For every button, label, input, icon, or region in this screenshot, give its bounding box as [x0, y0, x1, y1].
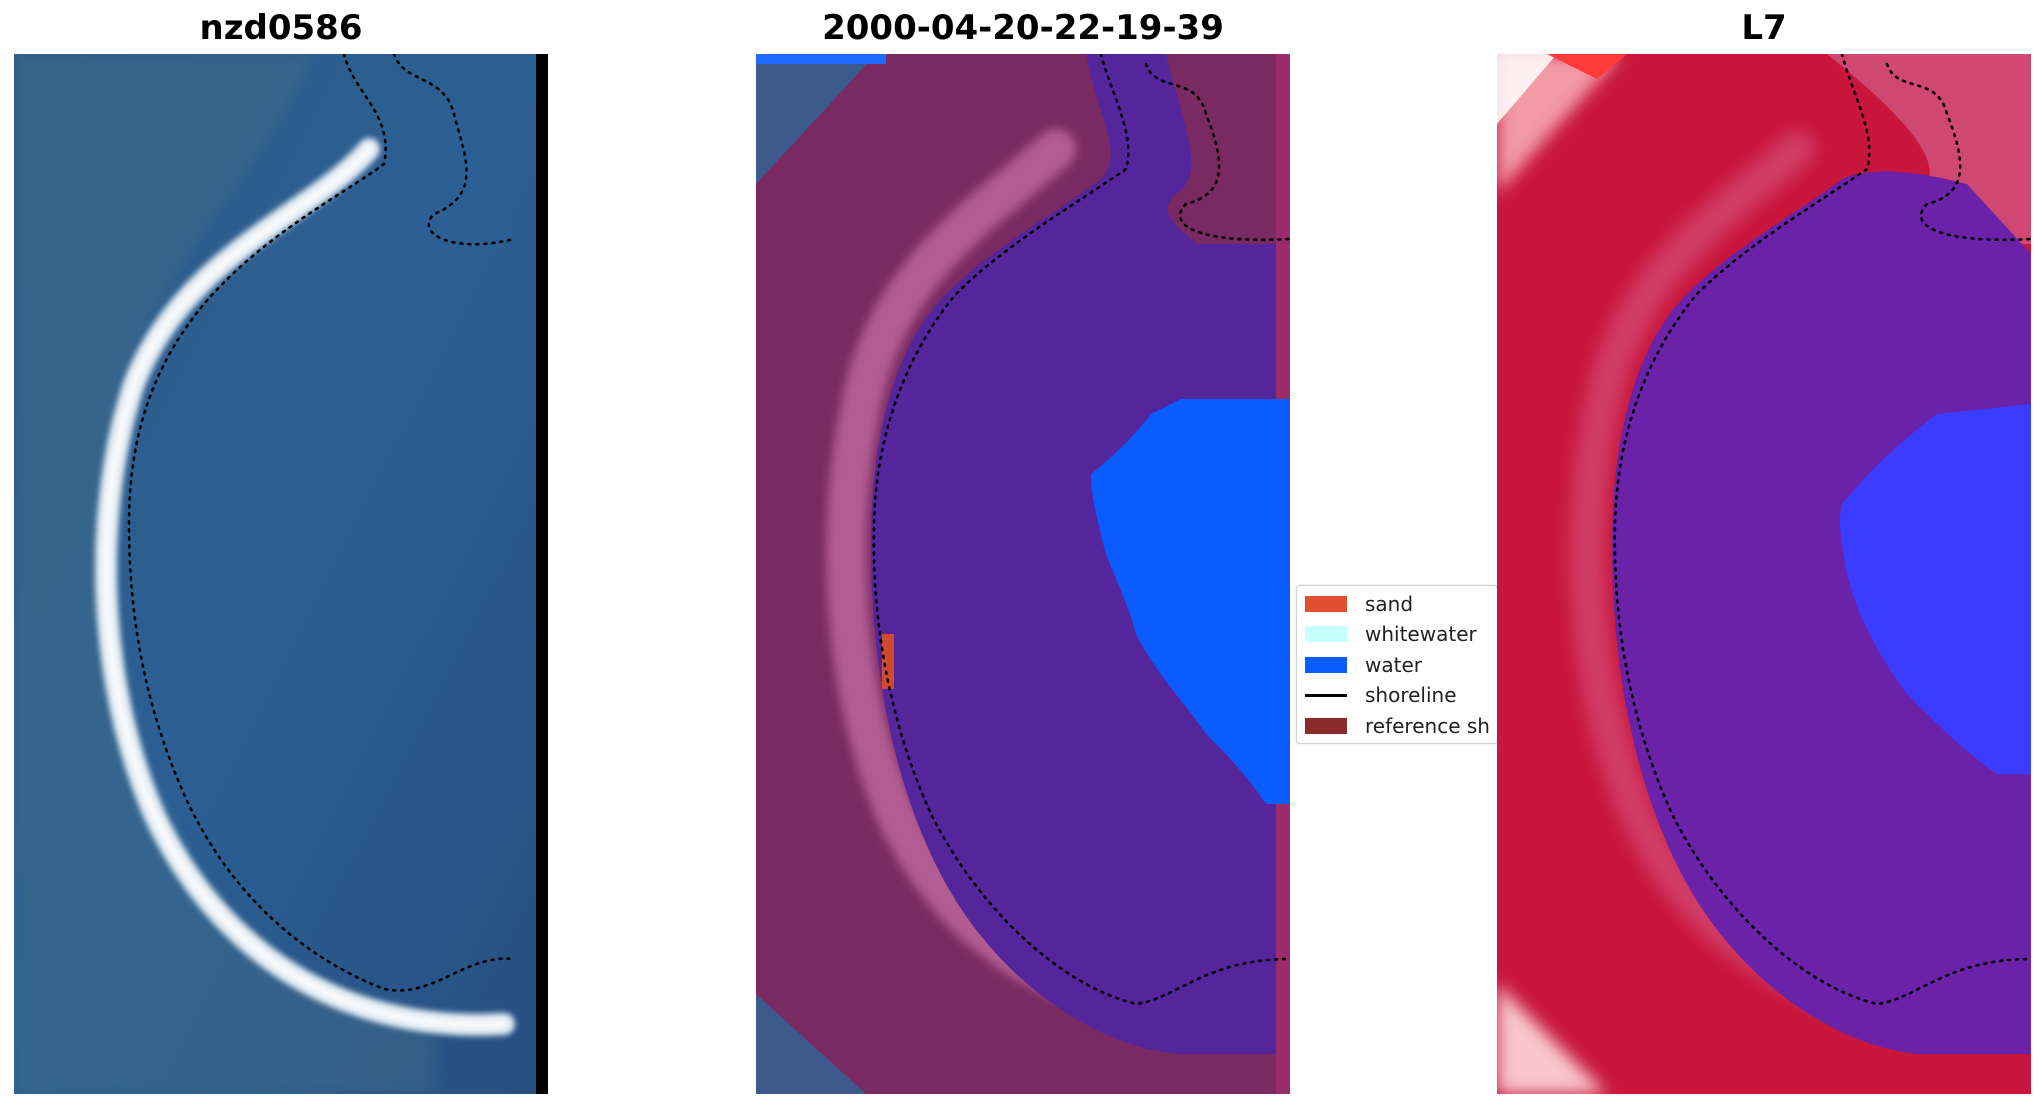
legend-label: water: [1365, 653, 1422, 677]
legend-item-sand: sand: [1305, 592, 1413, 616]
classification-panel: [756, 54, 1290, 1094]
legend-item-shoreline: shoreline: [1305, 683, 1457, 707]
left-panel-title: nzd0586: [199, 8, 363, 48]
legend-label: whitewater: [1365, 622, 1477, 646]
legend-item-water: water: [1305, 653, 1422, 677]
water-swatch: [1305, 657, 1347, 673]
whitewater-swatch: [1305, 626, 1347, 642]
index-panel: [1497, 54, 2031, 1094]
shoreline-line-swatch: [1305, 693, 1347, 697]
reference-shoreline-swatch: [1305, 718, 1347, 734]
sand-swatch: [1305, 596, 1347, 612]
legend: sand whitewater water shoreline referenc…: [1296, 585, 1498, 744]
index-image: [1497, 54, 2031, 1094]
legend-label: reference sh: [1365, 714, 1490, 738]
right-panel-title: L7: [1741, 8, 1787, 48]
middle-panel-title: 2000-04-20-22-19-39: [822, 8, 1224, 48]
legend-item-whitewater: whitewater: [1305, 622, 1477, 646]
rgb-satellite-image: [14, 54, 548, 1094]
rgb-image-panel: [14, 54, 548, 1094]
classified-image: [756, 54, 1290, 1094]
legend-label: shoreline: [1365, 683, 1457, 707]
legend-label: sand: [1365, 592, 1414, 616]
legend-item-reference-shoreline: reference sh: [1305, 714, 1490, 738]
